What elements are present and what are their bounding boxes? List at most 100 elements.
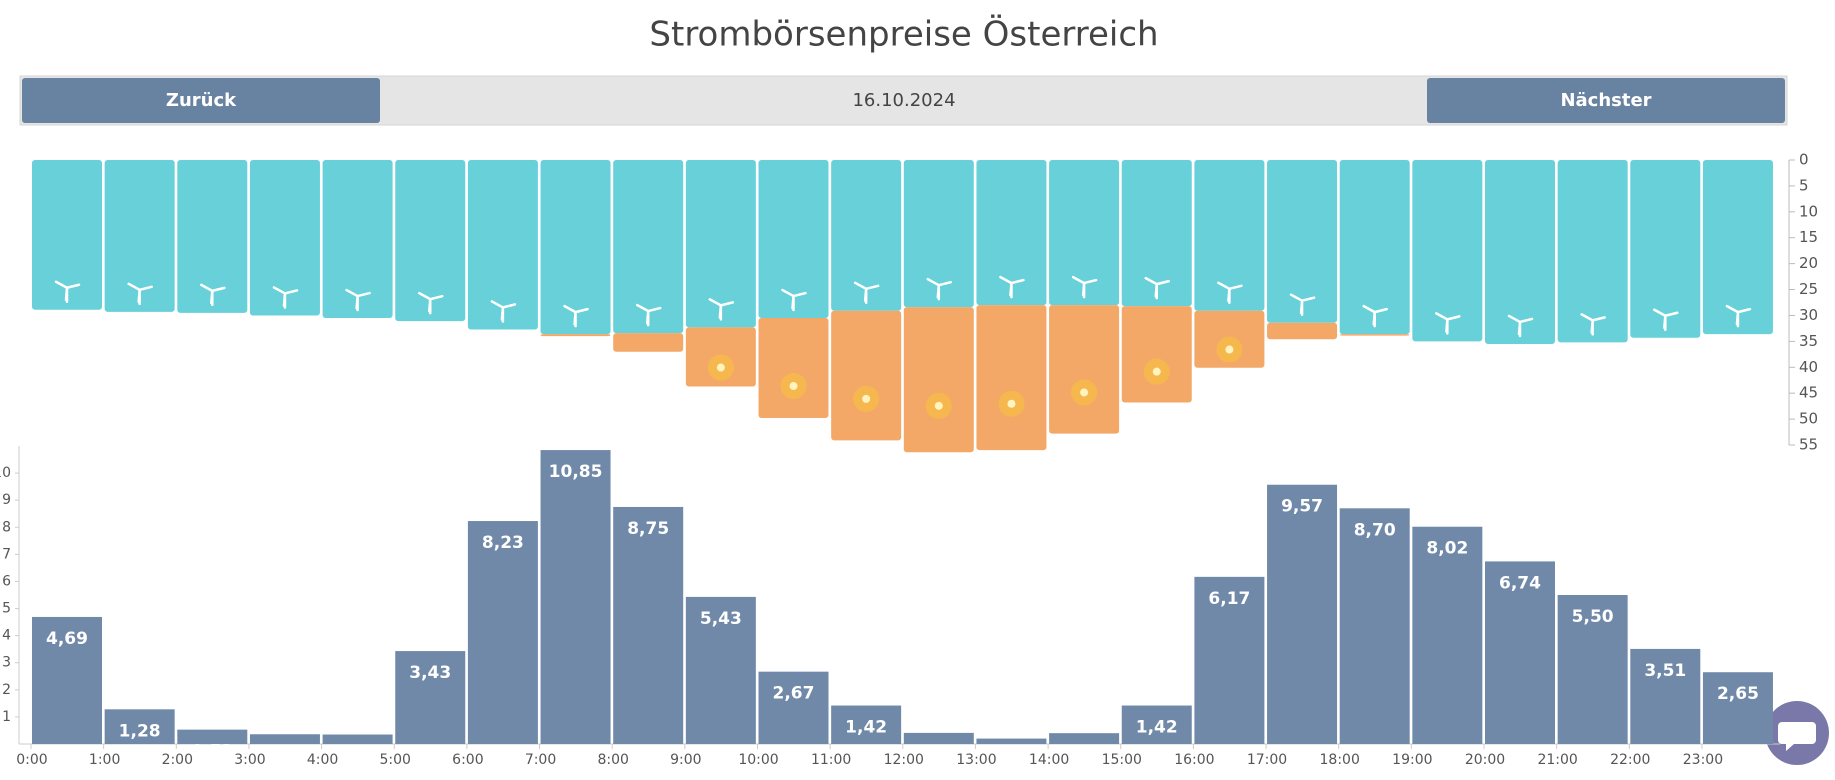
wind-bar <box>540 160 611 335</box>
wind-bar <box>1702 160 1773 335</box>
value-label: 9,57 <box>1281 497 1323 517</box>
value-label: 3,51 <box>1644 661 1686 681</box>
y-tick-label: 15 <box>1799 228 1818 246</box>
wind-icon-shape <box>1144 276 1170 300</box>
value-label: 0,35 <box>337 747 379 767</box>
wind-icon-shape <box>1507 314 1534 338</box>
wind-bar <box>613 160 684 334</box>
back-button[interactable] <box>22 78 380 123</box>
x-tick-label: 17:00 <box>1247 752 1287 768</box>
price-bar <box>249 734 320 744</box>
chat-icon[interactable] <box>1778 722 1816 751</box>
wind-icon <box>54 280 81 304</box>
wind-bar <box>685 160 756 328</box>
wind-icon-shape <box>1217 281 1243 305</box>
value-label: 5,50 <box>1572 607 1614 627</box>
wind-icon <box>635 303 662 327</box>
sun-bar <box>613 333 684 352</box>
wind-icon <box>1289 293 1316 316</box>
value-label: 0,40 <box>1063 745 1105 765</box>
wind-icon <box>1507 314 1534 338</box>
sun-bar <box>540 334 611 337</box>
y-tick-label: 45 <box>1799 384 1818 402</box>
sun-bar <box>903 307 974 453</box>
price-bar <box>1267 484 1338 744</box>
value-label: 1,42 <box>1136 718 1178 738</box>
wind-icon-shape <box>272 286 299 309</box>
wind-bar <box>1557 160 1628 343</box>
sun-bar <box>1121 306 1192 403</box>
value-label: 8,23 <box>482 533 524 553</box>
wind-icon-shape <box>54 280 81 304</box>
price-bar <box>540 450 611 744</box>
wind-icon <box>1362 304 1388 328</box>
wind-icon-shape <box>999 275 1025 299</box>
wind-bar <box>467 160 538 330</box>
value-label: 0,53 <box>191 742 233 762</box>
sun-core <box>1152 367 1161 376</box>
value-label: 10,85 <box>549 462 603 482</box>
x-tick-label: 7:00 <box>525 752 556 768</box>
sun-bar <box>1267 322 1338 340</box>
wind-icon <box>853 281 880 305</box>
sun-core <box>716 363 725 372</box>
price-bar <box>32 616 102 744</box>
wind-icon-shape <box>1435 312 1461 335</box>
wind-icon-shape <box>1725 304 1752 328</box>
value-label: 5,43 <box>700 609 742 629</box>
y-tick-label: 8 <box>2 519 11 535</box>
y-tick-label: 50 <box>1799 410 1818 428</box>
wind-icon-shape <box>1653 308 1679 331</box>
wind-bar <box>1049 160 1120 306</box>
wind-icon <box>1217 281 1243 305</box>
y-tick-label: 10 <box>1799 202 1818 220</box>
value-label: 1,42 <box>845 718 887 738</box>
sun-core <box>1080 388 1089 397</box>
wind-bar <box>1194 160 1265 311</box>
wind-icon <box>1653 308 1679 331</box>
value-label: 0,36 <box>264 746 306 766</box>
wind-icon-shape <box>781 288 807 312</box>
x-tick-label: 23:00 <box>1683 752 1723 768</box>
wind-bar <box>831 160 902 311</box>
back-label[interactable]: Zurück <box>166 90 237 111</box>
value-label: 3,43 <box>409 663 451 683</box>
next-label[interactable]: Nächster <box>1560 90 1651 111</box>
wind-icon <box>1435 312 1461 335</box>
wind-icon <box>1580 313 1606 336</box>
wind-bar <box>249 160 320 316</box>
y-tick-label: 1 <box>2 709 11 725</box>
value-label: 8,02 <box>1426 539 1468 559</box>
wind-bar <box>1121 160 1192 307</box>
value-label: 6,74 <box>1499 573 1541 593</box>
x-tick-label: 4:00 <box>307 752 338 768</box>
wind-icon <box>1071 275 1098 299</box>
value-label: 4,69 <box>46 629 88 649</box>
value-label: 0,41 <box>918 745 960 765</box>
price-bar <box>1412 526 1483 744</box>
value-label: 8,75 <box>627 519 669 539</box>
wind-icon <box>127 282 153 306</box>
sun-core <box>862 394 871 403</box>
sun-bar <box>1049 305 1120 434</box>
wind-icon-shape <box>200 283 226 307</box>
wind-icon <box>781 288 807 312</box>
next-button[interactable] <box>1427 78 1785 123</box>
wind-icon <box>926 277 953 301</box>
sun-bar <box>1339 334 1410 336</box>
wind-bar <box>1485 160 1555 344</box>
x-tick-label: 15:00 <box>1102 752 1142 768</box>
x-tick-label: 10:00 <box>738 752 778 768</box>
y-tick-label: 10 <box>0 465 11 481</box>
wind-icon <box>490 300 517 323</box>
x-tick-label: 18:00 <box>1320 752 1360 768</box>
price-bar <box>903 732 974 744</box>
x-tick-label: 2:00 <box>162 752 193 768</box>
sun-core <box>1225 345 1234 354</box>
value-label: 0,20 <box>990 751 1032 771</box>
y-tick-label: 25 <box>1799 280 1818 298</box>
y-tick-label: 30 <box>1799 306 1818 324</box>
x-tick-label: 8:00 <box>597 752 628 768</box>
x-tick-label: 6:00 <box>452 752 483 768</box>
price-bar <box>177 729 248 744</box>
